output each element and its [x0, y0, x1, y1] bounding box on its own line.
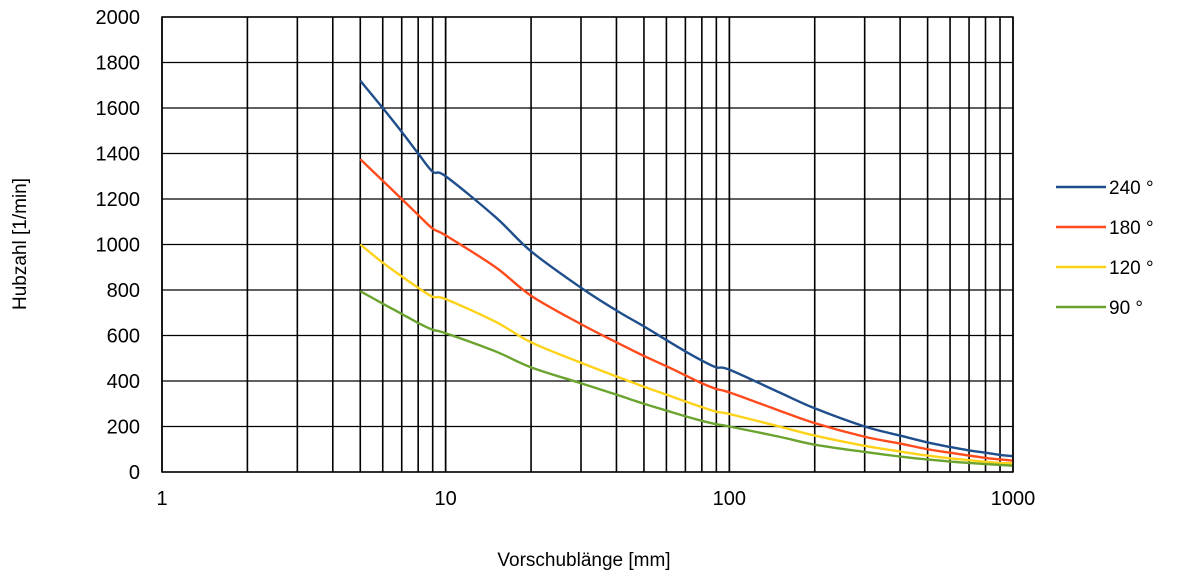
series-line-2: [359, 243, 1014, 465]
y-tick-label: 1800: [96, 53, 141, 75]
series-line-1: [359, 158, 1014, 462]
legend-label: 240 °: [1109, 178, 1154, 199]
legend-label: 90 °: [1109, 298, 1143, 319]
x-tick-label: 1: [156, 488, 167, 510]
x-tick-label: 100: [713, 488, 746, 510]
y-tick-label: 600: [107, 326, 140, 348]
x-axis-title: Vorschublänge [mm]: [497, 550, 670, 571]
y-axis-title: Hubzahl [1/min]: [10, 178, 31, 310]
series-line-0: [359, 79, 1014, 458]
y-tick-label: 1000: [96, 235, 141, 257]
y-tick-label: 1600: [96, 98, 141, 120]
y-tick-label: 2000: [96, 7, 141, 29]
series-line-3: [359, 290, 1014, 467]
y-tick-label: 1200: [96, 189, 141, 211]
plot-frame: [161, 16, 1014, 473]
legend-label: 120 °: [1109, 258, 1154, 279]
y-tick-label: 800: [107, 280, 140, 302]
y-tick-label: 400: [107, 371, 140, 393]
y-tick-label: 200: [107, 417, 140, 439]
grid: [161, 16, 1014, 473]
x-tick-label: 1000: [991, 488, 1036, 510]
x-tick-label: 10: [435, 488, 457, 510]
y-tick-label: 1400: [96, 144, 141, 166]
legend-label: 180 °: [1109, 218, 1154, 239]
legend: 240 ° 180 ° 120 ° 90 °: [1056, 178, 1154, 319]
y-tick-labels: 0 200 400 600 800 1000 1200 1400 1600 1800 2000: [96, 7, 141, 484]
y-tick-label: 0: [129, 462, 140, 484]
series-lines: [359, 79, 1014, 467]
x-tick-labels: 1 10 100 1000: [156, 488, 1035, 510]
